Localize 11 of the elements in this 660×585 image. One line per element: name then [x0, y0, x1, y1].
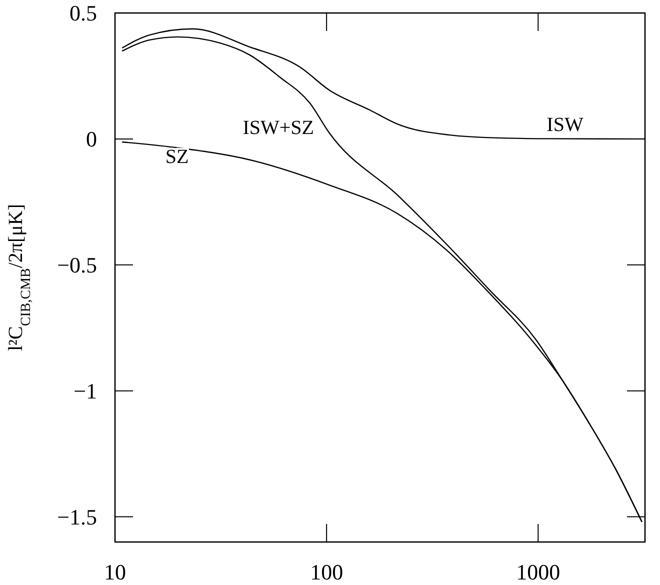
y-tick-label: −1.5 [57, 504, 97, 530]
y-tick-label: −0.5 [57, 252, 97, 278]
y-tick-label: 0.5 [70, 0, 97, 26]
series-label: SZ [165, 146, 189, 168]
y-tick-label: 0 [86, 126, 97, 152]
x-tick-label: 10 [104, 560, 126, 584]
x-tick-label: 100 [310, 560, 344, 584]
x-tick-label: 1000 [516, 560, 560, 584]
series-label: ISW+SZ [242, 117, 314, 139]
series-label: ISW [546, 114, 584, 136]
y-tick-label: −1 [74, 378, 97, 404]
